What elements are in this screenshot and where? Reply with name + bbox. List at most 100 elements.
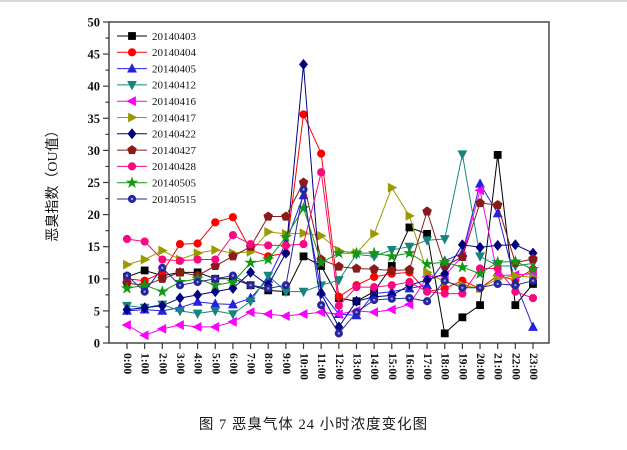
diamond-marker bbox=[157, 300, 167, 312]
triangle-left-marker bbox=[403, 299, 414, 310]
diamond-marker bbox=[422, 274, 432, 286]
circle-marker bbox=[493, 264, 502, 273]
triangle-right-marker bbox=[405, 210, 415, 221]
triangle-up-marker bbox=[227, 299, 238, 309]
triangle-right-marker bbox=[158, 245, 168, 256]
star-marker bbox=[509, 254, 522, 267]
x-tick-label: 18:00 bbox=[439, 353, 451, 380]
legend-item-20140515: 20140515 bbox=[117, 194, 197, 206]
circle-marker bbox=[299, 240, 308, 249]
triangle-left-marker bbox=[174, 320, 184, 330]
x-tick-label: 19:00 bbox=[456, 353, 468, 380]
x-tick-label: 3:00 bbox=[174, 353, 186, 374]
x-tick-label: 11:00 bbox=[315, 353, 327, 379]
odor-24h-line-chart: 0 5 10 15 20 25 30 35 40 45 50 恶臭指数（OU值） 0:00 1:00 2:0… bbox=[45, 16, 550, 380]
circle-dot-center bbox=[143, 290, 146, 293]
triangle-down-marker bbox=[127, 81, 137, 91]
triangle-left-marker bbox=[139, 330, 149, 341]
triangle-left-marker bbox=[262, 309, 273, 320]
legend-item-20140412: 20140412 bbox=[117, 80, 196, 92]
legend-item-20140416: 20140416 bbox=[117, 96, 197, 108]
star-marker bbox=[226, 275, 240, 288]
pentagon-marker bbox=[387, 265, 397, 275]
x-tick-label: 10:00 bbox=[298, 353, 310, 380]
star-marker bbox=[438, 255, 451, 268]
circle-marker bbox=[281, 241, 290, 250]
y-tick-label: 20 bbox=[88, 208, 101, 222]
y-tick-label: 45 bbox=[88, 48, 101, 62]
square-marker bbox=[511, 301, 520, 310]
pentagon-marker bbox=[263, 211, 273, 221]
legend-label: 20140403 bbox=[152, 31, 197, 43]
circle-marker bbox=[264, 241, 273, 250]
page-top-rule bbox=[0, 0, 627, 2]
triangle-right-marker bbox=[211, 244, 221, 255]
triangle-down-marker bbox=[316, 281, 327, 291]
circle-dot-center bbox=[214, 277, 217, 280]
circle-marker bbox=[370, 283, 379, 292]
star-marker bbox=[420, 257, 434, 270]
triangle-right-marker bbox=[128, 112, 138, 123]
triangle-up-marker bbox=[127, 63, 137, 73]
triangle-right-marker bbox=[299, 228, 309, 239]
x-tick-label: 7:00 bbox=[245, 353, 257, 374]
circle-dot-center bbox=[531, 279, 535, 282]
triangle-down-marker bbox=[457, 150, 468, 160]
circle-marker bbox=[122, 234, 132, 244]
triangle-right-marker bbox=[264, 227, 274, 237]
circle-marker bbox=[193, 255, 202, 264]
series-20140416 bbox=[121, 185, 537, 341]
triangle-right-marker bbox=[423, 267, 433, 278]
diamond-marker bbox=[299, 58, 308, 70]
y-axis-title: 恶臭指数（OU值） bbox=[45, 123, 61, 241]
legend-label: 20140428 bbox=[152, 161, 197, 173]
diamond-marker bbox=[281, 247, 291, 259]
diamond-marker bbox=[228, 282, 238, 294]
triangle-right-marker bbox=[140, 254, 151, 265]
triangle-up-marker bbox=[298, 189, 309, 200]
square-marker bbox=[299, 252, 308, 261]
triangle-left-marker bbox=[315, 307, 326, 318]
star-marker bbox=[156, 285, 169, 297]
series-20140412 bbox=[122, 150, 538, 320]
diamond-marker bbox=[210, 286, 220, 298]
x-axis: 0:00 1:00 2:00 3:00 4:00 5:00 6:00 7:00 8:00 9:00… bbox=[121, 343, 539, 380]
diamond-marker bbox=[493, 239, 503, 251]
triangle-right-marker bbox=[317, 230, 327, 241]
legend-label: 20140404 bbox=[152, 47, 197, 59]
triangle-up-marker bbox=[528, 321, 538, 331]
pentagon-marker bbox=[475, 198, 485, 208]
series-20140422 bbox=[122, 58, 538, 333]
x-tick-label: 5:00 bbox=[209, 353, 221, 374]
x-tick-label: 14:00 bbox=[368, 353, 380, 380]
y-tick-label: 25 bbox=[88, 176, 101, 190]
x-tick-label: 1:00 bbox=[139, 353, 151, 374]
y-tick-label: 10 bbox=[88, 272, 101, 286]
figure-caption: 图 7 恶臭气体 24 小时浓度变化图 bbox=[198, 417, 429, 433]
triangle-down-marker bbox=[298, 287, 309, 298]
star-marker bbox=[403, 246, 416, 259]
triangle-left-marker bbox=[280, 311, 290, 321]
legend-item-20140403: 20140403 bbox=[117, 31, 197, 43]
star-marker bbox=[332, 246, 345, 259]
triangle-down-marker bbox=[192, 309, 203, 319]
star-marker bbox=[367, 246, 381, 259]
circle-marker bbox=[140, 237, 149, 246]
legend-label: 20140405 bbox=[152, 63, 197, 75]
triangle-right-marker bbox=[387, 182, 398, 193]
pentagon-marker bbox=[127, 145, 137, 155]
x-tick-label: 9:00 bbox=[280, 353, 292, 374]
x-tick-label: 8:00 bbox=[262, 353, 274, 374]
circle-marker bbox=[405, 277, 414, 287]
x-tick-label: 2:00 bbox=[156, 353, 168, 374]
circle-marker bbox=[299, 110, 308, 119]
y-tick-label: 35 bbox=[88, 112, 101, 126]
triangle-left-marker bbox=[474, 185, 484, 196]
pentagon-marker bbox=[210, 260, 221, 271]
triangle-left-marker bbox=[298, 309, 308, 320]
circle-marker bbox=[211, 255, 220, 264]
circle-dot-center bbox=[196, 280, 199, 284]
y-axis: 0 5 10 15 20 25 30 35 40 45 50 bbox=[88, 16, 109, 351]
star-marker bbox=[209, 278, 222, 291]
x-tick-label: 15:00 bbox=[386, 353, 398, 380]
